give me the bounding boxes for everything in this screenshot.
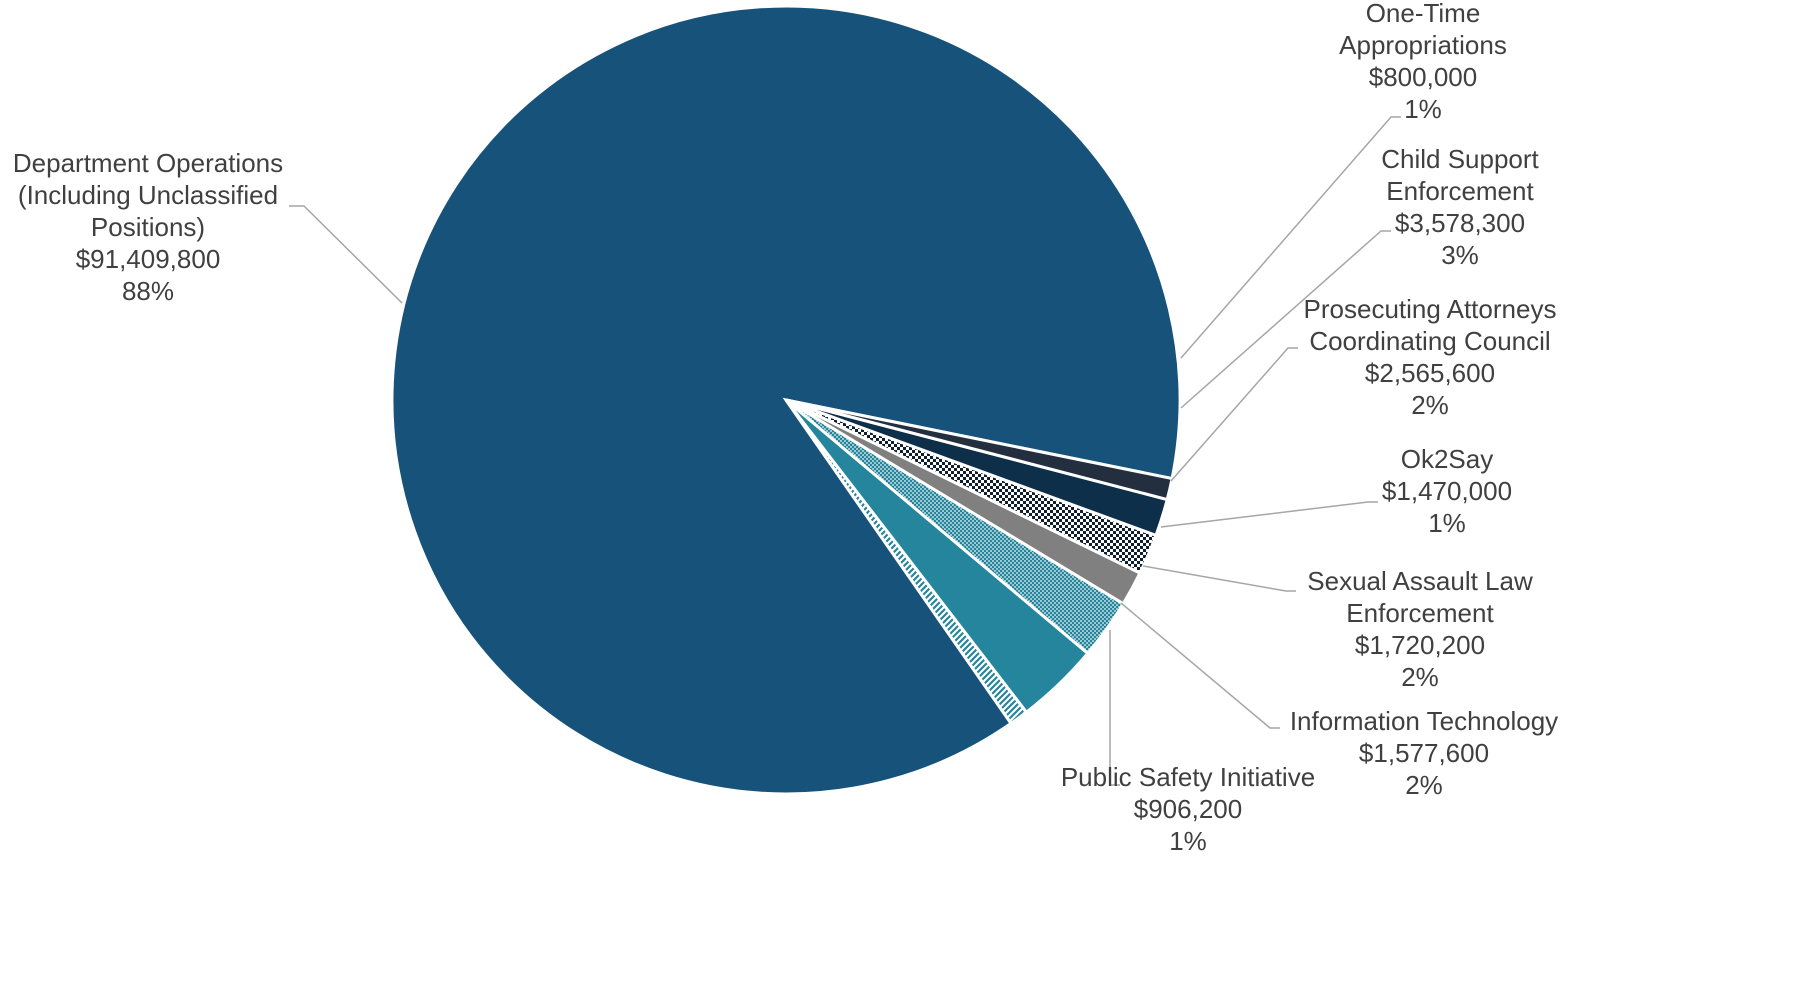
data-label-information-technology: Information Technology $1,577,600 2% — [1290, 706, 1558, 800]
percent-label-department-operations: 88% — [122, 276, 174, 306]
leader-line-one-time-appropriations — [1180, 116, 1401, 359]
label-line-information-technology: Information Technology — [1290, 706, 1558, 736]
percent-label-public-safety-initiative: 1% — [1169, 826, 1207, 856]
leader-line-public-safety-initiative — [1109, 630, 1120, 786]
value-label-public-safety-initiative: $906,200 — [1134, 794, 1242, 824]
leader-line-information-technology — [1120, 602, 1280, 729]
label-line-child-support-enforcement: Child Support — [1381, 144, 1539, 174]
percent-label-sexual-assault-law-enforcement: 2% — [1401, 662, 1439, 692]
label-line-prosecuting-attorneys-coordinating-council: Prosecuting Attorneys — [1304, 294, 1557, 324]
pie-slice-public-safety-initiative — [785, 398, 1174, 502]
label-line-one-time-appropriations: One-Time — [1366, 0, 1481, 28]
label-line-sexual-assault-law-enforcement: Sexual Assault Law — [1307, 566, 1533, 596]
percent-label-information-technology: 2% — [1405, 770, 1443, 800]
label-line-prosecuting-attorneys-coordinating-council: Coordinating Council — [1309, 326, 1550, 356]
label-line-child-support-enforcement: Enforcement — [1386, 176, 1534, 206]
data-label-public-safety-initiative: Public Safety Initiative $906,200 1% — [1061, 762, 1315, 856]
label-line-sexual-assault-law-enforcement: Enforcement — [1346, 598, 1494, 628]
data-label-one-time-appropriations: One-Time Appropriations $800,000 1% — [1339, 0, 1507, 124]
value-label-information-technology: $1,577,600 — [1359, 738, 1489, 768]
data-label-child-support-enforcement: Child Support Enforcement $3,578,300 3% — [1381, 144, 1539, 270]
data-label-department-operations: Department Operations (Including Unclassi… — [13, 148, 283, 306]
label-line-ok2say: Ok2Say — [1401, 444, 1494, 474]
percent-label-ok2say: 1% — [1428, 508, 1466, 538]
label-line-department-operations: Positions) — [91, 212, 205, 242]
value-label-department-operations: $91,409,800 — [76, 244, 221, 274]
percent-label-prosecuting-attorneys-coordinating-council: 2% — [1411, 390, 1449, 420]
value-label-one-time-appropriations: $800,000 — [1369, 62, 1477, 92]
label-line-one-time-appropriations: Appropriations — [1339, 30, 1507, 60]
label-line-public-safety-initiative: Public Safety Initiative — [1061, 762, 1315, 792]
leader-line-sexual-assault-law-enforcement — [1142, 565, 1296, 592]
value-label-sexual-assault-law-enforcement: $1,720,200 — [1355, 630, 1485, 660]
value-label-prosecuting-attorneys-coordinating-council: $2,565,600 — [1365, 358, 1495, 388]
label-line-department-operations: (Including Unclassified — [18, 180, 278, 210]
percent-label-one-time-appropriations: 1% — [1404, 94, 1442, 124]
percent-label-child-support-enforcement: 3% — [1441, 240, 1479, 270]
value-label-ok2say: $1,470,000 — [1382, 476, 1512, 506]
leader-line-child-support-enforcement — [1180, 230, 1391, 409]
label-line-department-operations: Department Operations — [13, 148, 283, 178]
value-label-child-support-enforcement: $3,578,300 — [1395, 208, 1525, 238]
data-label-prosecuting-attorneys-coordinating-council: Prosecuting Attorneys Coordinating Counci… — [1304, 294, 1557, 420]
leader-line-prosecuting-attorneys-coordinating-council — [1170, 347, 1298, 482]
leader-line-department-operations — [289, 205, 403, 304]
data-label-sexual-assault-law-enforcement: Sexual Assault Law Enforcement $1,720,200 2… — [1307, 566, 1533, 692]
leader-line-ok2say — [1160, 501, 1378, 528]
data-label-ok2say: Ok2Say $1,470,000 1% — [1382, 444, 1512, 538]
